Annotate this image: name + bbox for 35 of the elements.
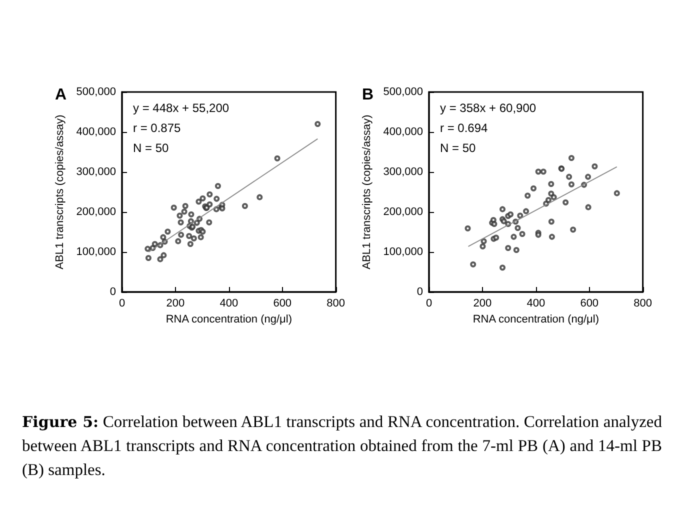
annotation: r = 0.875 — [133, 121, 182, 135]
y-axis-title: ABL1 transcripts (copies/assay) — [54, 114, 66, 270]
x-tick-label: 200 — [473, 298, 492, 310]
x-tick-label: 800 — [634, 298, 652, 310]
y-tick-label: 400,000 — [383, 126, 423, 138]
text: Figure 5: — [22, 413, 99, 431]
y-tick-label: 500,000 — [383, 86, 423, 98]
y-tick-label: 0 — [110, 286, 116, 298]
chart-title: A — [55, 86, 67, 104]
y-tick-label: 200,000 — [76, 206, 116, 218]
y-tick-label: 300,000 — [383, 166, 423, 178]
y-tick-label: 400,000 — [76, 126, 116, 138]
x-tick-label: 400 — [220, 298, 238, 310]
x-tick-label: 600 — [580, 298, 599, 310]
x-tick-label: 0 — [426, 298, 432, 310]
x-tick-label: 600 — [273, 298, 292, 310]
annotation: N = 50 — [133, 141, 170, 155]
y-tick-label: 500,000 — [76, 86, 116, 98]
annotation: y = 448x + 55,200 — [133, 101, 230, 115]
y-tick-label: 0 — [416, 286, 423, 298]
y-tick-label: 300,000 — [76, 166, 116, 178]
annotation: N = 50 — [440, 141, 476, 155]
x-tick-label: 0 — [118, 298, 126, 310]
chart-title: B — [362, 86, 374, 104]
x-axis-title: RNA concentration (ng/μl) — [166, 314, 292, 326]
y-tick-label: 100,000 — [76, 246, 116, 258]
annotation: r = 0.694 — [440, 121, 488, 135]
annotation: y = 358x + 60,900 — [440, 101, 536, 115]
y-tick-label: 100,000 — [383, 246, 423, 258]
x-tick-label: 800 — [326, 298, 346, 310]
y-axis-title: ABL1 transcripts (copies/assay) — [360, 114, 373, 270]
y-tick-label: 200,000 — [383, 206, 423, 218]
x-tick-label: 200 — [166, 298, 185, 310]
x-axis-title: RNA concentration (ng/μl) — [472, 314, 600, 326]
x-tick-label: 400 — [526, 298, 546, 310]
